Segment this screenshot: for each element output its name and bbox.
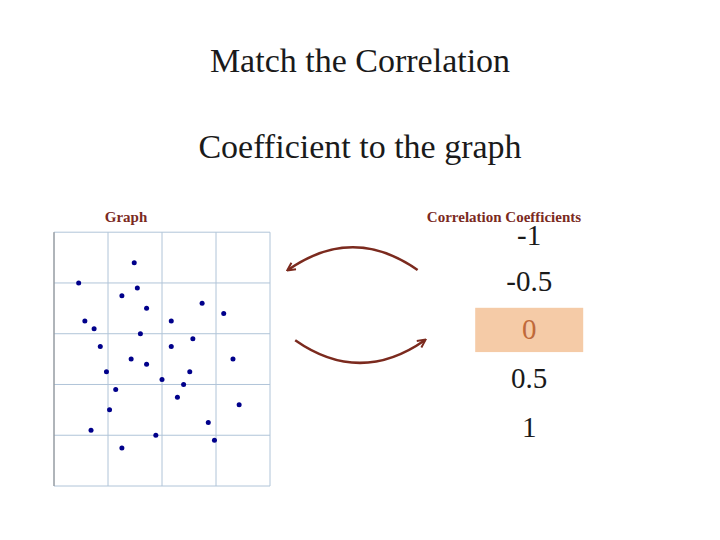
coefficient: -1 [517, 219, 541, 251]
point [92, 326, 97, 331]
arrow [288, 247, 418, 270]
point [190, 336, 195, 341]
grid-line [216, 232, 217, 486]
grid-line [54, 435, 270, 436]
point [169, 319, 174, 324]
point [230, 357, 235, 362]
point [187, 369, 192, 374]
y-axis-line [54, 232, 55, 486]
point [129, 357, 134, 362]
column-header: Correlation Coefficients [427, 209, 581, 225]
coefficient: 1 [522, 411, 537, 443]
point [175, 395, 180, 400]
point [212, 438, 217, 443]
subtitle: Coefficient to the graph [198, 128, 521, 165]
grid-line [54, 333, 270, 334]
grid-line [162, 232, 163, 486]
point [104, 369, 109, 374]
arrow [295, 340, 425, 363]
point [221, 311, 226, 316]
point [76, 280, 81, 285]
point [144, 362, 149, 367]
point [169, 344, 174, 349]
point [113, 387, 118, 392]
coefficient: 0.5 [511, 362, 547, 394]
point [181, 382, 186, 387]
chart: Match the Correlation Coefficient to the … [0, 0, 720, 540]
point [132, 260, 137, 265]
point [135, 286, 140, 291]
grid [54, 232, 270, 486]
point [160, 377, 165, 382]
point [237, 402, 242, 407]
highlight-box [475, 308, 583, 352]
background [0, 0, 720, 540]
points [76, 260, 241, 450]
point [107, 407, 112, 412]
point [98, 344, 103, 349]
grid-line [54, 282, 270, 283]
point [144, 306, 149, 311]
point [138, 331, 143, 336]
point [82, 319, 87, 324]
grid-line [54, 232, 270, 233]
grid-line [54, 384, 270, 385]
title: Match the Correlation [210, 42, 510, 79]
grid-line [54, 232, 55, 486]
point [119, 293, 124, 298]
grid-line [270, 232, 271, 486]
point [200, 301, 205, 306]
coefficient: 0 [522, 313, 537, 345]
grid-line [54, 486, 270, 487]
point [153, 433, 158, 438]
grid-line [108, 232, 109, 486]
point [206, 420, 211, 425]
point [89, 428, 94, 433]
point [119, 445, 124, 450]
column-header: Graph [105, 209, 148, 225]
coefficient: -0.5 [506, 265, 552, 297]
